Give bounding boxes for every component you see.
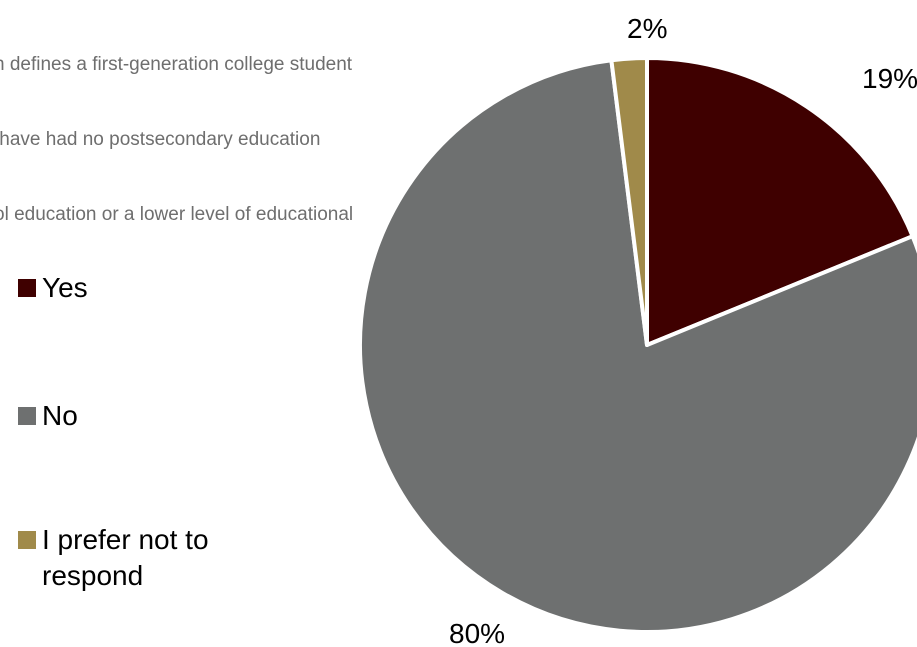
pie-slice-no	[358, 58, 917, 634]
pie-slice-prefer-not	[609, 56, 649, 347]
legend-swatch-prefer-not	[18, 531, 36, 549]
legend-label-no: No	[42, 400, 78, 431]
note-line-1: n defines a first-generation college stu…	[0, 54, 353, 75]
pie-slice-yes	[645, 56, 915, 347]
pie-slices	[358, 56, 917, 634]
legend-label-prefer-not: I prefer not to respond	[42, 524, 209, 591]
legend-swatch-yes	[18, 279, 36, 297]
legend-item-prefer-not: I prefer not to respond	[18, 522, 262, 594]
data-label-yes: 19%	[862, 63, 917, 94]
definition-note: n defines a first-generation college stu…	[0, 2, 514, 277]
pie-data-labels: 19% 80% 2%	[449, 13, 917, 647]
note-line-2: have had no postsecondary education	[0, 129, 321, 150]
legend-item-no: No	[18, 398, 272, 434]
legend-swatch-no	[18, 407, 36, 425]
data-label-prefer-not: 2%	[627, 13, 667, 44]
legend-label-yes: Yes	[42, 272, 88, 303]
legend-item-yes: Yes	[18, 270, 272, 306]
data-label-no: 80%	[449, 618, 505, 647]
note-line-3: ol education or a lower level of educati…	[0, 204, 354, 225]
